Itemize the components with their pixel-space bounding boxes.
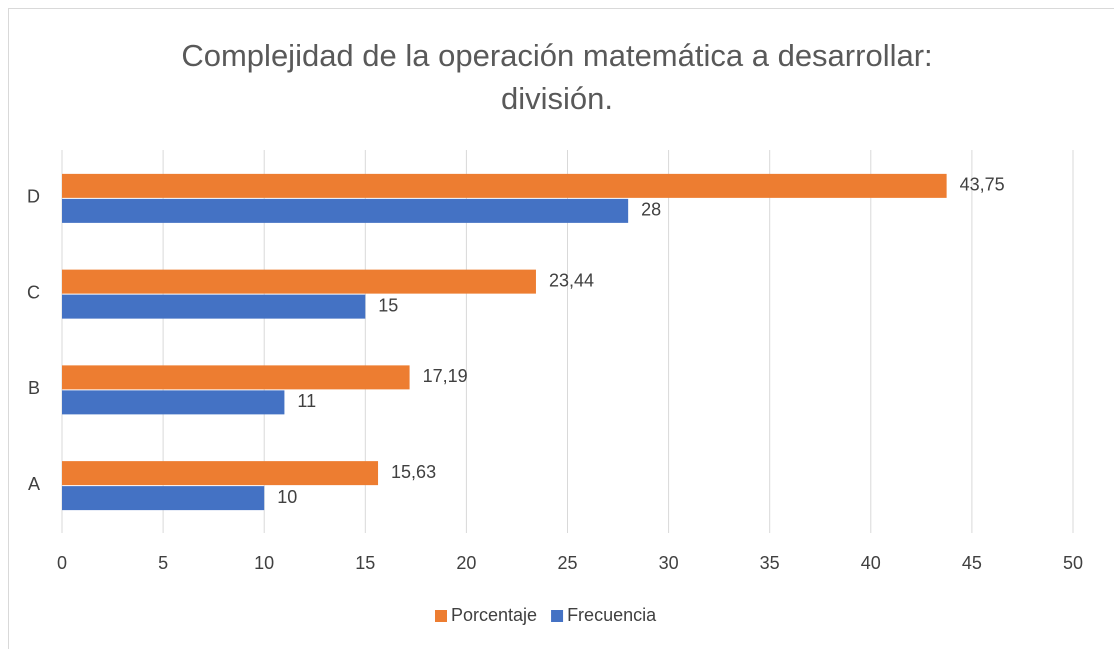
x-tick-label: 45 [962,553,982,573]
y-tick-label: D [27,187,40,207]
data-label: 28 [641,200,661,220]
x-tick-label: 40 [861,553,881,573]
y-tick-label: B [28,378,40,398]
x-tick-label: 35 [760,553,780,573]
bar [62,365,410,390]
bar [62,486,265,511]
legend-label: Porcentaje [451,605,537,625]
data-label: 10 [277,487,297,507]
x-tick-label: 50 [1063,553,1083,573]
data-label: 15 [378,295,398,315]
y-tick-label: C [27,282,40,302]
x-tick-label: 10 [254,553,274,573]
x-tick-label: 20 [456,553,476,573]
x-tick-label: 25 [557,553,577,573]
x-tick-label: 0 [57,553,67,573]
bar [62,269,536,294]
data-label: 11 [297,391,316,411]
data-label: 15,63 [391,462,436,482]
y-tick-label: A [28,474,40,494]
bar [62,390,285,415]
data-label: 23,44 [549,270,594,290]
x-tick-label: 30 [659,553,679,573]
data-label: 17,19 [423,366,468,386]
legend-label: Frecuencia [567,605,657,625]
x-tick-label: 15 [355,553,375,573]
bar [62,173,947,198]
legend-swatch [551,610,564,622]
data-label: 43,75 [960,175,1005,195]
bar [62,461,379,486]
chart-border [8,8,1114,649]
legend-swatch [435,610,447,622]
bar [62,294,366,319]
x-tick-label: 5 [158,553,168,573]
bar [62,198,629,223]
chart-title: Complejidad de la operación matemática a… [181,38,933,116]
